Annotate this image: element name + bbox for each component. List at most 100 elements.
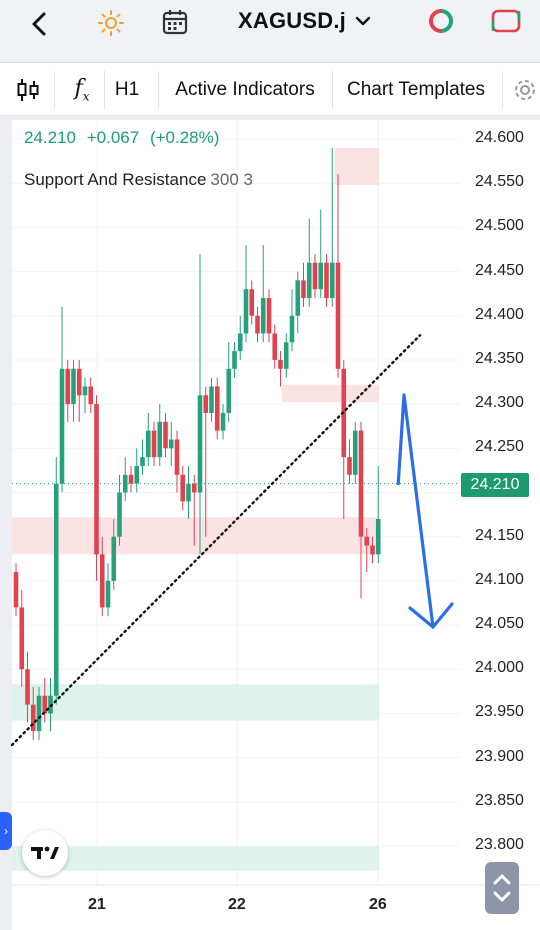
- candle-up: [140, 457, 145, 466]
- price-axis-label: 23.850: [475, 791, 524, 809]
- candle-down: [99, 554, 105, 608]
- interval-button[interactable]: H1: [114, 79, 140, 100]
- candle-down: [312, 262, 318, 290]
- candle-down: [42, 695, 48, 714]
- candle-up: [232, 351, 237, 369]
- candle-down: [272, 333, 278, 360]
- chart-templates-button[interactable]: Chart Templates: [347, 79, 485, 100]
- projection-arrow: [396, 393, 435, 629]
- candle-down: [128, 474, 134, 484]
- candle-up: [186, 483, 191, 502]
- legend-price: 24.210: [24, 128, 76, 147]
- candle-up: [82, 386, 88, 396]
- tradingview-logo[interactable]: [22, 830, 68, 876]
- candle-up: [289, 315, 295, 343]
- symbol-title[interactable]: XAGUSD.j: [238, 8, 346, 33]
- time-axis-label: 26: [369, 896, 387, 913]
- indicators-button[interactable]: fx: [62, 63, 102, 117]
- current-price-label: 24.210: [461, 473, 529, 497]
- time-axis-label: 21: [88, 896, 106, 913]
- candle-down: [19, 607, 25, 670]
- price-axis-label: 24.400: [475, 305, 524, 323]
- candle-down: [25, 669, 30, 705]
- candle-down: [214, 386, 220, 431]
- price-axis-label: 23.900: [475, 747, 524, 765]
- candle-down: [180, 474, 186, 502]
- candle-down: [364, 536, 370, 546]
- candle-down: [191, 483, 197, 493]
- candle-up: [36, 695, 42, 732]
- price-axis-label: 24.500: [475, 217, 524, 235]
- chart-toolbar: fx H1 Active Indicators Chart Templates: [0, 62, 540, 116]
- candle-down: [203, 395, 209, 413]
- chevron-down-icon[interactable]: [354, 12, 372, 30]
- candle-down: [278, 359, 283, 369]
- candle-down: [266, 298, 272, 334]
- indicator-legend[interactable]: Support And Resistance 300 3: [24, 170, 253, 190]
- projection-arrow-head: [408, 602, 454, 629]
- candle-down: [76, 368, 82, 396]
- candle-down: [94, 404, 99, 555]
- ring-icon[interactable]: [428, 8, 454, 34]
- candle-up: [295, 280, 301, 316]
- support-zone: [12, 684, 379, 721]
- resistance-zone: [12, 517, 379, 555]
- indicator-name: Support And Resistance: [24, 170, 207, 189]
- candle-up: [283, 342, 289, 369]
- candle-down: [370, 545, 375, 555]
- candle-down: [151, 430, 157, 458]
- candle-up: [71, 368, 76, 405]
- candle-down: [65, 368, 71, 405]
- price-axis-label: 24.250: [475, 438, 524, 456]
- candle-up: [260, 298, 266, 334]
- price-axis-label: 23.800: [475, 836, 524, 853]
- candle-up: [157, 421, 163, 458]
- sun-icon[interactable]: [96, 8, 126, 38]
- legend-change-pct: (+0.28%): [149, 128, 220, 147]
- price-axis-label: 24.600: [475, 129, 524, 146]
- chart-type-button[interactable]: [8, 63, 48, 117]
- candle-up: [209, 386, 214, 413]
- candle-up: [226, 368, 232, 413]
- candle-up: [318, 262, 324, 290]
- candle-down: [255, 315, 260, 334]
- candle-down: [324, 262, 329, 299]
- candle-up: [134, 465, 140, 484]
- price-axis-label: 24.450: [475, 261, 524, 279]
- candle-down: [88, 386, 94, 405]
- candle-up: [306, 262, 312, 299]
- candle-down: [174, 439, 180, 475]
- candle-down: [13, 572, 19, 608]
- price-axis-label: 24.050: [475, 615, 524, 633]
- price-axis-label: 24.000: [475, 659, 524, 677]
- settings-button[interactable]: [510, 63, 540, 117]
- legend-change: +0.067: [86, 128, 140, 147]
- price-axis-label: 24.150: [475, 526, 524, 544]
- candle-up: [145, 430, 151, 458]
- candle-up: [375, 519, 381, 555]
- candle-up: [111, 536, 117, 581]
- active-indicators-button[interactable]: Active Indicators: [175, 79, 315, 100]
- side-panel-tab[interactable]: ›: [0, 812, 12, 850]
- top-bar: XAGUSD.j: [0, 0, 540, 60]
- gear-icon: [515, 80, 535, 100]
- resistance-zone: [335, 147, 379, 185]
- back-icon[interactable]: [22, 6, 58, 42]
- rounded-square-icon[interactable]: [490, 8, 522, 34]
- price-axis-label: 24.550: [475, 173, 524, 191]
- support-zone: [12, 846, 379, 871]
- candle-up: [59, 368, 65, 484]
- candle-down: [358, 430, 364, 537]
- chevron-right-icon: ›: [4, 824, 8, 838]
- candle-up: [243, 289, 249, 334]
- candle-up: [168, 439, 174, 449]
- candle-down: [301, 280, 306, 299]
- calendar-icon[interactable]: [160, 7, 190, 37]
- tradingview-logo-icon: [31, 846, 59, 859]
- fx-icon: fx: [74, 76, 90, 104]
- price-axis-label: 23.950: [475, 703, 524, 721]
- price-legend: 24.210 +0.067 (+0.28%): [24, 128, 225, 148]
- candles-icon: [17, 79, 39, 101]
- scroll-button[interactable]: [485, 862, 519, 914]
